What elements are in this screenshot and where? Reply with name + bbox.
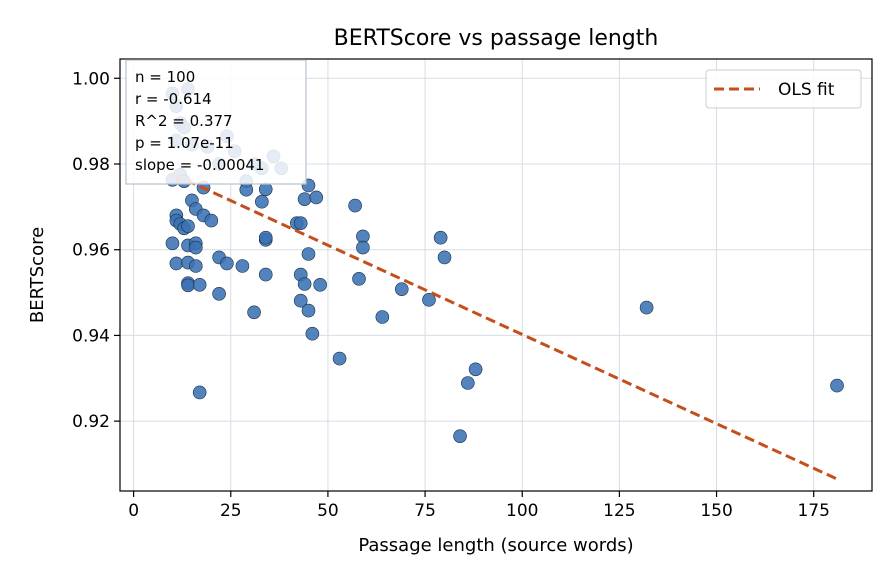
data-point [204, 213, 219, 228]
data-point [188, 259, 203, 273]
data-point [461, 376, 475, 390]
data-point [258, 267, 273, 282]
data-point [422, 293, 436, 307]
legend-label-ols-fit: OLS fit [778, 80, 835, 100]
y-axis-ticks: 0.92 0.94 0.96 0.98 1.00 [72, 69, 120, 432]
data-point [433, 230, 448, 245]
data-point [356, 240, 370, 255]
data-point [297, 277, 312, 291]
stats-slope: slope = -0.00041 [135, 156, 264, 174]
y-tick-label: 1.00 [72, 69, 110, 89]
y-tick-label: 0.98 [72, 155, 110, 175]
x-tick-label: 0 [128, 501, 139, 521]
data-point [830, 378, 844, 393]
x-tick-label: 125 [603, 501, 635, 521]
data-point [301, 303, 316, 318]
x-tick-label: 150 [700, 501, 732, 521]
data-point [301, 247, 316, 261]
x-tick-label: 25 [220, 501, 242, 521]
x-tick-label: 100 [506, 501, 538, 521]
data-point [247, 305, 261, 320]
y-tick-label: 0.96 [72, 241, 110, 261]
data-point [220, 256, 234, 271]
data-point [293, 216, 308, 230]
y-axis-label: BERTScore [27, 227, 48, 323]
stats-n: n = 100 [135, 68, 195, 86]
data-point [258, 230, 273, 245]
data-point [235, 259, 250, 273]
x-axis-label: Passage length (source words) [358, 535, 633, 556]
y-tick-label: 0.92 [72, 412, 110, 432]
x-tick-label: 175 [797, 501, 829, 521]
data-point [188, 240, 203, 255]
stats-r-squared: R^2 = 0.377 [135, 112, 233, 130]
data-point [394, 282, 409, 296]
data-point [258, 182, 273, 197]
data-point [332, 351, 347, 366]
data-point [165, 236, 180, 251]
data-point [192, 278, 207, 292]
stats-p-value: p = 1.07e-11 [135, 134, 234, 152]
x-tick-label: 50 [317, 501, 339, 521]
x-tick-label: 75 [414, 501, 436, 521]
stats-r: r = -0.614 [135, 90, 212, 108]
data-point [313, 278, 327, 292]
stats-box: n = 100 r = -0.614 R^2 = 0.377 p = 1.07e… [125, 59, 307, 185]
data-point [352, 272, 366, 286]
chart-title: BERTScore vs passage length [334, 26, 659, 51]
plot-frame [119, 58, 873, 492]
data-point [375, 310, 390, 324]
data-point [192, 385, 207, 400]
data-point [468, 362, 483, 377]
legend: OLS fit [705, 69, 862, 109]
legend-frame [705, 69, 862, 109]
data-point [181, 219, 195, 233]
data-point [453, 429, 467, 443]
x-axis-ticks: 0 25 50 75 100 125 150 175 [128, 491, 830, 521]
data-point [181, 278, 195, 293]
data-point [639, 300, 654, 315]
data-point [297, 192, 312, 206]
data-point [212, 287, 226, 301]
data-point [348, 198, 362, 213]
data-point [293, 293, 308, 308]
y-tick-label: 0.94 [72, 326, 110, 346]
ols-fit-line [171, 172, 838, 481]
data-point [309, 190, 324, 205]
data-point [239, 182, 254, 197]
data-point [169, 256, 184, 271]
fit-line-group [171, 172, 838, 481]
data-point [437, 250, 452, 265]
data-point [305, 326, 320, 341]
stats-box-frame [125, 59, 307, 185]
data-point [255, 194, 269, 209]
